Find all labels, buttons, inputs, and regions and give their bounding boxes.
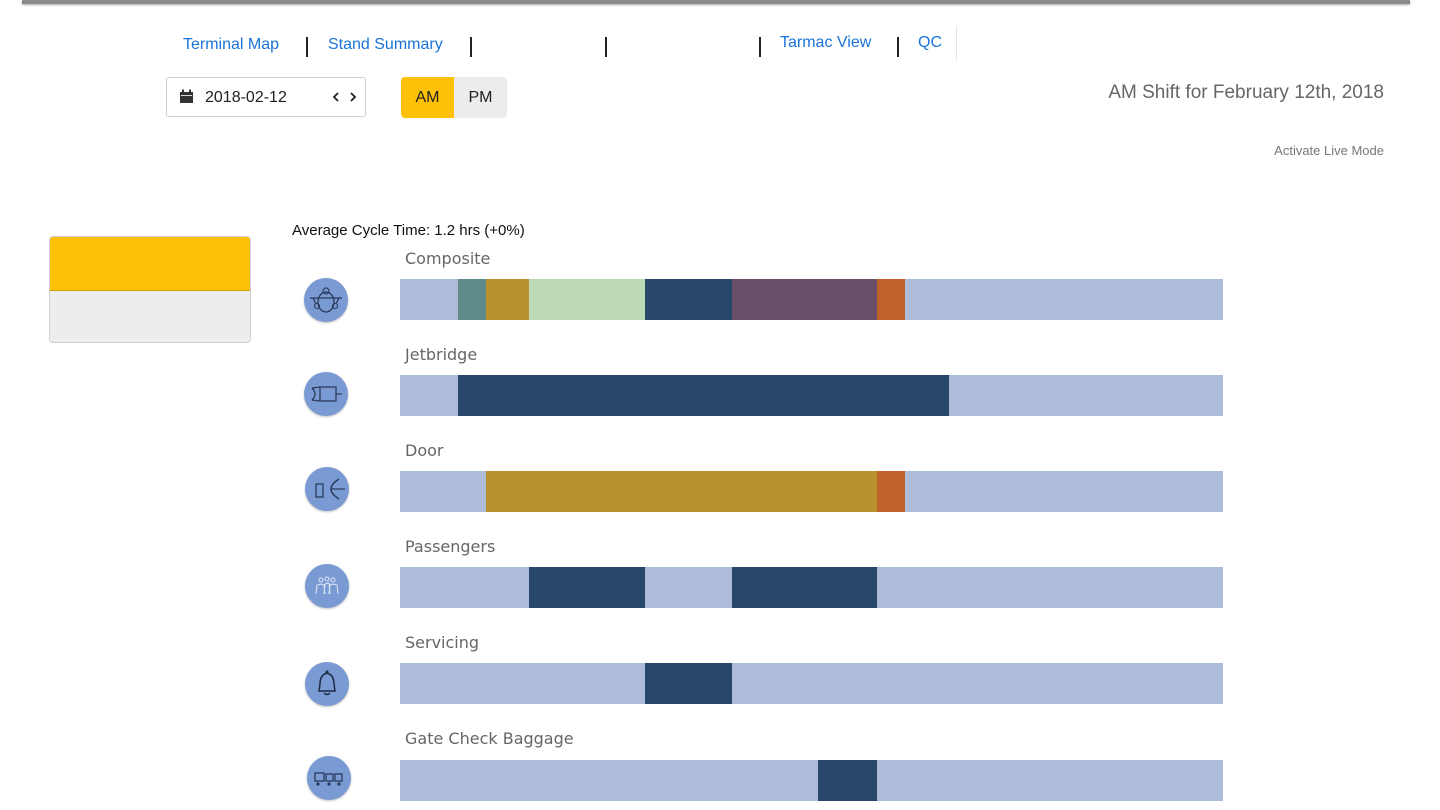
passengers-icon bbox=[305, 564, 349, 608]
timeline-segment bbox=[486, 279, 530, 320]
timeline-segment bbox=[876, 279, 906, 320]
timeline-bar-composite bbox=[400, 279, 1223, 320]
card-header bbox=[50, 237, 250, 291]
nav-separator bbox=[306, 37, 308, 57]
baggage-cart-icon bbox=[307, 756, 351, 800]
row-label-gate-check-baggage: Gate Check Baggage bbox=[405, 729, 574, 748]
row-label-servicing: Servicing bbox=[405, 633, 480, 652]
nav-divider bbox=[956, 26, 957, 60]
timeline-segment bbox=[645, 663, 732, 704]
row-label-jetbridge: Jetbridge bbox=[405, 345, 478, 364]
row-label-passengers: Passengers bbox=[405, 537, 496, 556]
calendar-icon bbox=[180, 89, 193, 103]
pm-button[interactable]: PM bbox=[454, 77, 507, 118]
timeline-bar-servicing bbox=[400, 663, 1223, 704]
timeline-bar-jetbridge bbox=[400, 375, 1223, 416]
timeline-segment bbox=[457, 375, 949, 416]
nav-stand-summary[interactable]: Stand Summary bbox=[328, 36, 443, 53]
timeline-segment bbox=[486, 471, 877, 512]
timeline-segment bbox=[529, 567, 646, 608]
card-body bbox=[50, 291, 250, 342]
nav-tarmac-view[interactable]: Tarmac View bbox=[780, 34, 872, 51]
chevron-left-icon[interactable] bbox=[327, 86, 345, 108]
timeline-bar-door bbox=[400, 471, 1223, 512]
shift-title: AM Shift for February 12th, 2018 bbox=[1108, 82, 1384, 103]
row-label-door: Door bbox=[405, 441, 444, 460]
timeline-segment bbox=[457, 279, 487, 320]
nav-separator bbox=[759, 37, 761, 57]
chevron-right-icon[interactable] bbox=[344, 86, 362, 108]
nav-separator bbox=[605, 37, 607, 57]
timeline-segment bbox=[731, 567, 877, 608]
top-shadow-bar bbox=[22, 0, 1410, 4]
date-picker[interactable]: 2018-02-12 bbox=[166, 77, 366, 117]
timeline-bar-gate-check-baggage bbox=[400, 760, 1223, 801]
average-cycle-time: Average Cycle Time: 1.2 hrs (+0%) bbox=[292, 222, 525, 239]
nav-terminal-map[interactable]: Terminal Map bbox=[183, 36, 280, 53]
timeline-segment bbox=[645, 279, 732, 320]
timeline-segment bbox=[818, 760, 877, 801]
row-label-composite: Composite bbox=[405, 249, 491, 268]
bell-icon bbox=[305, 662, 349, 706]
timeline-segment bbox=[876, 471, 906, 512]
timeline-bar-passengers bbox=[400, 567, 1223, 608]
am-button[interactable]: AM bbox=[401, 77, 454, 118]
timeline-segment bbox=[529, 279, 646, 320]
nav-separator bbox=[470, 37, 472, 57]
aircraft-icon bbox=[304, 278, 348, 322]
jetbridge-icon bbox=[304, 372, 348, 416]
shift-toggle: AM PM bbox=[401, 77, 507, 118]
timeline-segment bbox=[731, 279, 877, 320]
nav-qc[interactable]: QC bbox=[918, 34, 942, 51]
nav-separator bbox=[897, 37, 899, 57]
stand-card[interactable] bbox=[49, 236, 251, 343]
activate-live-mode-link[interactable]: Activate Live Mode bbox=[1274, 143, 1384, 158]
date-value: 2018-02-12 bbox=[205, 89, 287, 106]
door-icon bbox=[305, 467, 349, 511]
